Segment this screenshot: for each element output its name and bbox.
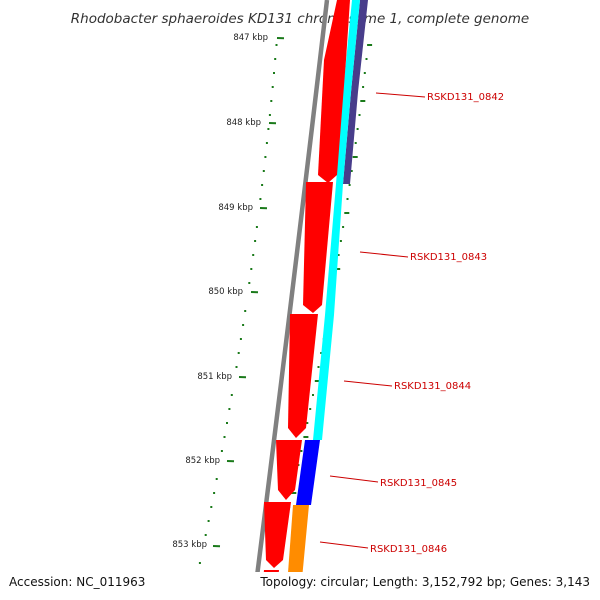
tick-label-848kbp: 848 kbp (226, 118, 261, 128)
gc-dot (274, 58, 277, 60)
gc-dot (356, 128, 359, 130)
gc-dot (363, 72, 366, 74)
gene-label-rskd131-0844: RSKD131_0844 (394, 381, 471, 392)
gc-dot (312, 394, 314, 396)
gc-dot (259, 198, 262, 200)
gc-dot (248, 282, 251, 284)
gc-dot (300, 450, 303, 452)
gc-dot (261, 184, 264, 186)
gc-dot (360, 100, 366, 102)
gc-dot (314, 380, 320, 382)
leader-line (375, 92, 426, 98)
gc-dot (346, 198, 349, 200)
gc-dot (362, 86, 365, 88)
gc-dot (220, 450, 223, 452)
gc-dot (348, 184, 351, 186)
gc-dot (210, 506, 213, 508)
gc-dot (213, 492, 216, 494)
gc-dot (207, 520, 210, 522)
gc-dot (339, 240, 342, 242)
gene-label-rskd131-0845: RSKD131_0845 (380, 478, 457, 489)
accession-text: Accession: NC_011963 (9, 575, 145, 589)
gc-dot (303, 436, 309, 438)
gc-dot (358, 114, 361, 116)
gc-dot (204, 534, 207, 536)
gene-arrow (288, 314, 318, 438)
leader-line (359, 251, 409, 258)
gc-dot (320, 352, 323, 354)
tick-label-850kbp: 850 kbp (208, 287, 243, 297)
gc-dot (242, 324, 245, 326)
gc-dot (264, 156, 267, 158)
gene-arrow (318, 0, 350, 183)
tick-label-851kbp: 851 kbp (197, 372, 232, 382)
gc-dot (250, 268, 253, 270)
tick-label-847kbp: 847 kbp (233, 33, 268, 43)
gc-dot (237, 352, 240, 354)
gc-dot (309, 408, 312, 410)
gc-dot (367, 44, 373, 46)
leader-line (343, 380, 393, 387)
gc-dot (267, 128, 270, 130)
gene-label-leaders (319, 92, 426, 549)
gc-dot (354, 142, 357, 144)
gc-dot (270, 100, 273, 102)
map-title: Rhodobacter sphaeroides KD131 chromosome… (71, 11, 529, 27)
gc-dot (335, 268, 341, 270)
gc-dot (252, 254, 255, 256)
gc-dot (273, 72, 275, 74)
gc-dot (352, 156, 358, 158)
gc-dot (268, 114, 271, 116)
gene-arrow (303, 182, 333, 313)
gc-dot (255, 226, 258, 228)
gc-dot (215, 478, 218, 480)
gc-dot (254, 240, 257, 242)
gc-dot (235, 366, 238, 368)
gc-dot (365, 58, 368, 60)
topology-text: Topology: circular; Length: 3,152,792 bp… (259, 575, 590, 589)
gc-dot (317, 366, 320, 368)
gc-dot (271, 86, 274, 88)
tick-label-852kbp: 852 kbp (185, 456, 220, 466)
tick-label-853kbp: 853 kbp (172, 540, 207, 550)
gc-dot (228, 408, 231, 410)
leader-line (319, 541, 369, 549)
gene-label-rskd131-0842: RSKD131_0842 (427, 92, 504, 103)
leader-line (329, 475, 379, 483)
gene-label-rskd131-0846: RSKD131_0846 (370, 544, 447, 555)
gc-dot (230, 394, 233, 396)
gc-dot (306, 422, 309, 424)
gene-arrow (264, 502, 291, 568)
gc-dot (350, 170, 353, 172)
gc-dot (226, 422, 228, 424)
gc-dot (337, 254, 340, 256)
gc-dot (344, 212, 350, 214)
gc-dot (262, 170, 265, 172)
gc-dot (342, 226, 345, 228)
gc-dot (265, 142, 268, 144)
gene-track-rskd131-0843-0844 (313, 0, 360, 440)
gene-track-rskd131-0842 (343, 0, 368, 184)
tick-marks (212, 37, 285, 548)
gc-dot (244, 310, 247, 312)
gc-dot (198, 562, 201, 564)
gc-dot (275, 44, 278, 46)
footer-background (0, 572, 600, 600)
gc-dot (239, 338, 242, 340)
gc-dot (223, 436, 226, 438)
tick-label-849kbp: 849 kbp (218, 203, 253, 213)
gc-dot (291, 492, 297, 494)
gene-label-rskd131-0843: RSKD131_0843 (410, 252, 487, 263)
gene-arrow (276, 440, 302, 500)
gene-track-rskd131-0845 (296, 440, 320, 505)
